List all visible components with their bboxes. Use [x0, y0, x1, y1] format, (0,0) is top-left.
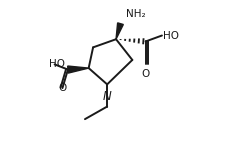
Polygon shape	[68, 66, 89, 73]
Text: HO: HO	[49, 59, 65, 69]
Text: NH₂: NH₂	[126, 9, 145, 19]
Text: O: O	[58, 83, 67, 93]
Text: O: O	[142, 69, 150, 79]
Text: N: N	[103, 90, 111, 103]
Text: HO: HO	[164, 31, 179, 41]
Polygon shape	[116, 23, 123, 39]
